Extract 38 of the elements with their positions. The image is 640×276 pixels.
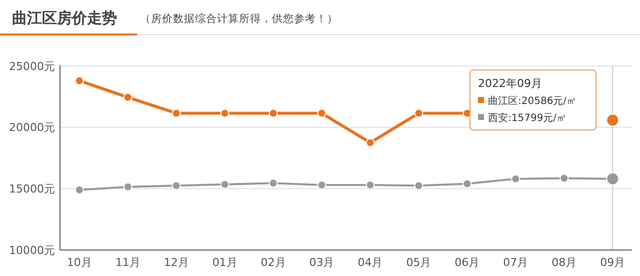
legend-title: 2022年09月 [478,77,542,90]
x-tick-label: 01月 [212,256,238,269]
x-tick-label: 02月 [260,256,286,269]
point [268,178,278,188]
point [414,181,424,190]
point [172,181,181,190]
x-tick-label: 08月 [552,256,577,269]
x-tick-label: 12月 [164,256,189,269]
point [414,108,424,118]
legend-label: 曲江区:20586元/㎡ [488,95,577,107]
point [366,138,375,148]
chart-title: 曲江区房价走势 [12,9,117,27]
y-tick-label: 10000元 [9,244,55,257]
y-tick-label: 15000元 [9,182,55,196]
point [511,174,520,184]
point [462,179,472,188]
chart-subtitle: （房价数据综合计算所得，供您参考！） [140,12,338,25]
y-tick-label: 20000元 [9,121,55,134]
x-tick-label: 11月 [115,256,140,269]
point [172,108,181,118]
x-tick-label: 05月 [406,256,432,269]
x-tick-label: 09月 [600,256,626,269]
point [317,108,326,118]
x-tick-label: 06月 [454,256,480,269]
point [123,182,132,192]
x-tick-label: 03月 [309,256,334,269]
point [560,174,569,183]
point [220,108,230,118]
point [123,92,132,102]
point [74,76,84,86]
x-tick-label: 10月 [66,256,92,269]
legend-label: 西安:15799元/㎡ [488,112,567,124]
x-tick-label: 04月 [358,256,383,269]
x-tick-label: 07月 [503,256,528,269]
point [74,185,84,194]
point [220,180,230,189]
y-tick-label: 25000元 [9,60,55,73]
point [268,108,278,118]
